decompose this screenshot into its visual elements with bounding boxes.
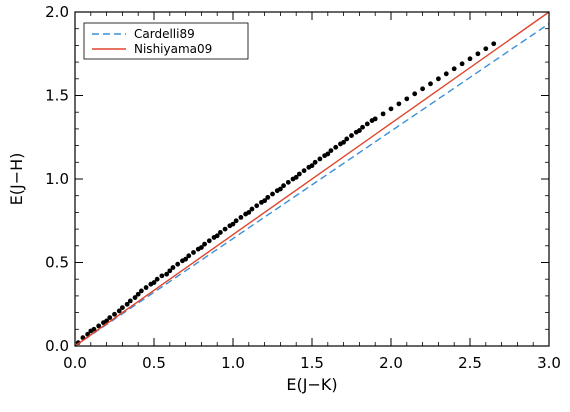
data-point [285, 179, 291, 185]
data-point [428, 81, 433, 87]
data-point [132, 295, 138, 300]
legend-label-cardelli89: Cardelli89 [134, 27, 195, 41]
data-point [233, 218, 239, 224]
data-point [328, 148, 334, 154]
data-point [278, 186, 283, 192]
y-tick-label: 1.0 [45, 170, 69, 188]
plot-area [74, 11, 550, 347]
data-point [217, 230, 223, 235]
x-tick-label: 0.0 [63, 354, 87, 372]
y-tick-label: 2.0 [45, 3, 69, 21]
data-point [107, 315, 113, 321]
data-point [296, 171, 302, 177]
x-axis-label: E(J−K) [286, 375, 337, 394]
data-point [159, 273, 165, 279]
data-point [380, 111, 386, 117]
legend: Cardelli89 Nishiyama09 [83, 22, 249, 60]
data-point [202, 241, 207, 247]
data-point [164, 271, 170, 277]
data-point [154, 276, 160, 282]
y-tick-label: 1.5 [45, 87, 69, 105]
data-point [249, 206, 255, 212]
data-point [357, 128, 362, 133]
data-point [262, 198, 267, 204]
data-point [301, 168, 307, 174]
data-point [344, 136, 350, 142]
y-tick-label: 0.5 [45, 254, 69, 272]
data-point [360, 124, 365, 130]
x-tick-label: 1.0 [221, 354, 245, 372]
data-point [120, 305, 125, 310]
data-point [312, 159, 318, 165]
data-point [317, 156, 323, 162]
data-point [281, 183, 286, 189]
data-point [270, 191, 275, 197]
data-point [293, 174, 299, 180]
data-point [116, 308, 122, 314]
data-point [135, 291, 141, 297]
data-point [333, 144, 339, 150]
data-point [191, 250, 196, 255]
data-point [412, 91, 418, 97]
x-tick-label: 2.0 [379, 354, 403, 372]
data-point [112, 311, 117, 317]
data-point [309, 163, 315, 169]
data-point [143, 285, 149, 290]
data-point [396, 101, 402, 107]
data-point [170, 265, 176, 270]
data-point [167, 268, 173, 274]
x-tick-label: 1.5 [300, 354, 324, 372]
data-point [183, 256, 189, 262]
data-point [459, 61, 465, 67]
data-point [388, 106, 394, 112]
data-point [127, 298, 133, 304]
data-point [372, 116, 378, 122]
data-point [124, 301, 130, 307]
data-point [138, 288, 144, 294]
data-point [254, 203, 260, 209]
data-point [91, 326, 97, 332]
data-point [451, 66, 457, 72]
data-point [436, 76, 441, 82]
x-axis: 0.0 0.5 1.0 1.5 2.0 2.5 3.0 [63, 12, 561, 372]
data-point [230, 221, 236, 227]
data-point [206, 238, 212, 244]
data-point [404, 96, 410, 102]
data-point [364, 121, 370, 127]
data-point [186, 253, 192, 259]
data-point [491, 41, 497, 47]
data-point [349, 133, 354, 138]
x-tick-label: 2.5 [458, 354, 482, 372]
legend-box [83, 22, 249, 60]
series-line-nishiyama09 [74, 11, 550, 347]
y-axis-label: E(J−H) [7, 153, 26, 206]
y-axis: 0.0 0.5 1.0 1.5 2.0 [45, 3, 549, 355]
data-point [96, 323, 102, 329]
data-point [199, 245, 204, 250]
data-point [238, 215, 244, 220]
data-point [325, 151, 331, 157]
data-point [175, 261, 181, 267]
data-point [483, 46, 489, 52]
data-point [420, 86, 425, 92]
series-line-cardelli89 [74, 23, 550, 347]
x-tick-label: 3.0 [537, 354, 561, 372]
legend-label-nishiyama09: Nishiyama09 [134, 42, 212, 56]
y-tick-label: 0.0 [45, 337, 69, 355]
x-tick-label: 0.5 [142, 354, 166, 372]
data-point [467, 56, 473, 62]
data-point [443, 71, 449, 77]
data-point [222, 226, 228, 232]
data-point [475, 51, 481, 57]
data-point [265, 194, 271, 200]
data-point [214, 233, 220, 239]
data-point [151, 280, 157, 285]
data-point [341, 139, 346, 145]
data-point [246, 210, 252, 215]
